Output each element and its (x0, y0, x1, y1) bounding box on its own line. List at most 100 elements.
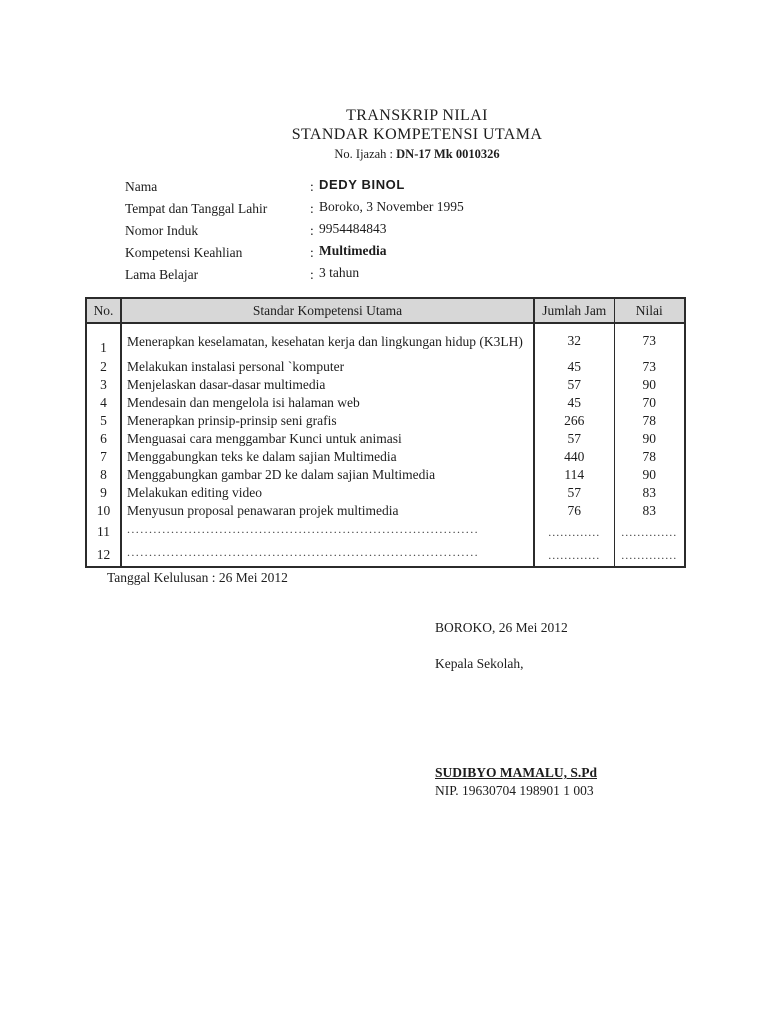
row-number-cell: 2 (86, 358, 122, 376)
field-value: 3 tahun (319, 265, 360, 280)
field-separator: : (310, 201, 314, 216)
row-number-cell: 7 (86, 448, 122, 466)
score-cell: .............. (621, 547, 678, 562)
score-cell: 90 (642, 377, 657, 392)
row-number-cell: 5 (86, 412, 122, 430)
student-info-row: Kompetensi Keahlian : Multimedia (125, 243, 464, 267)
table-row: 7 Menggabungkan teks ke dalam sajian Mul… (86, 448, 685, 466)
row-number-cell: 6 (86, 430, 122, 448)
dotted-line: ........................................… (127, 522, 479, 536)
column-header-nilai: Nilai (614, 298, 685, 324)
table-row: 10 Menyusun proposal penawaran projek mu… (86, 502, 685, 520)
row-number-cell: 1 (86, 323, 122, 358)
field-value: 9954484843 (319, 221, 387, 236)
competency-cell: Melakukan editing video (121, 484, 535, 502)
table-row: 6 Menguasai cara menggambar Kunci untuk … (86, 430, 685, 448)
certificate-number-label: No. Ijazah : (334, 147, 394, 161)
field-value: Boroko, 3 November 1995 (319, 199, 464, 214)
competency-cell: Menguasai cara menggambar Kunci untuk an… (121, 430, 535, 448)
student-info-row: Nomor Induk : 9954484843 (125, 221, 464, 245)
student-info-row: Lama Belajar : 3 tahun (125, 265, 464, 289)
score-cell: 78 (642, 413, 657, 428)
column-header-kompetensi: Standar Kompetensi Utama (121, 298, 535, 324)
row-number-cell: 9 (86, 484, 122, 502)
competency-cell: Menerapkan prinsip-prinsip seni grafis (121, 412, 535, 430)
score-cell: 83 (642, 503, 657, 518)
field-label: Nomor Induk (125, 223, 199, 238)
score-cell: .............. (621, 524, 678, 539)
certificate-number-value: DN-17 Mk 0010326 (396, 147, 500, 161)
student-info-block: Nama : DEDY BINOL Tempat dan Tanggal Lah… (125, 177, 464, 289)
field-label: Lama Belajar (125, 267, 199, 282)
competency-cell: Mendesain dan mengelola isi halaman web (121, 394, 535, 412)
score-table-body: 1 Menerapkan keselamatan, kesehatan kerj… (86, 323, 685, 567)
signature-place-date: BOROKO, 26 Mei 2012 (435, 620, 568, 635)
competency-cell: Melakukan instalasi personal `komputer (121, 358, 535, 376)
hours-cell: 57 (534, 430, 615, 448)
score-cell: 73 (642, 333, 657, 348)
table-row: 9 Melakukan editing video 57 83 (86, 484, 685, 502)
signature-role: Kepala Sekolah, (435, 656, 524, 671)
hours-cell: 32 (534, 323, 615, 358)
row-number-cell: 4 (86, 394, 122, 412)
score-cell: 83 (642, 485, 657, 500)
column-header-no: No. (86, 298, 122, 324)
row-number-cell: 12 (86, 543, 122, 567)
score-cell: 70 (642, 395, 657, 410)
field-separator: : (310, 179, 314, 194)
student-info-row: Nama : DEDY BINOL (125, 177, 464, 201)
header-row: No. Standar Kompetensi Utama Jumlah Jam … (86, 298, 685, 324)
dotted-line: ........................................… (127, 545, 479, 559)
document-subtitle: STANDAR KOMPETENSI UTAMA (291, 126, 543, 143)
table-row: 12 .....................................… (86, 543, 685, 567)
score-table: No. Standar Kompetensi Utama Jumlah Jam … (85, 297, 686, 568)
table-row: 4 Mendesain dan mengelola isi halaman we… (86, 394, 685, 412)
competency-cell: Menjelaskan dasar-dasar multimedia (121, 376, 535, 394)
field-value: Multimedia (319, 243, 387, 258)
graduation-date-line: Tanggal Kelulusan : 26 Mei 2012 (107, 570, 288, 585)
hours-cell: 76 (534, 502, 615, 520)
hours-cell: 266 (534, 412, 615, 430)
field-separator: : (310, 245, 314, 260)
hours-cell: 57 (534, 484, 615, 502)
table-row: 2 Melakukan instalasi personal `komputer… (86, 358, 685, 376)
signature-nip: NIP. 19630704 198901 1 003 (435, 783, 594, 798)
table-row: 3 Menjelaskan dasar-dasar multimedia 57 … (86, 376, 685, 394)
field-label: Tempat dan Tanggal Lahir (125, 201, 268, 216)
field-value: DEDY BINOL (319, 177, 405, 192)
table-row: 11 .....................................… (86, 520, 685, 543)
hours-cell: 45 (534, 394, 615, 412)
score-cell: 90 (642, 431, 657, 446)
competency-cell: ........................................… (121, 543, 535, 567)
field-label: Kompetensi Keahlian (125, 245, 243, 260)
score-cell: 73 (642, 359, 657, 374)
score-cell: 78 (642, 449, 657, 464)
document-title: TRANSKRIP NILAI (346, 107, 488, 124)
hours-cell: 45 (534, 358, 615, 376)
competency-cell: Menerapkan keselamatan, kesehatan kerja … (121, 323, 535, 358)
row-number-cell: 10 (86, 502, 122, 520)
column-header-jumlah-jam: Jumlah Jam (534, 298, 615, 324)
competency-cell: Menggabungkan gambar 2D ke dalam sajian … (121, 466, 535, 484)
hours-cell: 440 (534, 448, 615, 466)
field-label: Nama (125, 179, 158, 194)
score-cell: 90 (642, 467, 657, 482)
row-number-cell: 11 (86, 520, 122, 543)
row-number-cell: 3 (86, 376, 122, 394)
competency-cell: Menyusun proposal penawaran projek multi… (121, 502, 535, 520)
certificate-number-line: No. Ijazah : DN-17 Mk 0010326 (66, 146, 768, 162)
table-row: 8 Menggabungkan gambar 2D ke dalam sajia… (86, 466, 685, 484)
student-info-row: Tempat dan Tanggal Lahir : Boroko, 3 Nov… (125, 199, 464, 223)
competency-cell: Menggabungkan teks ke dalam sajian Multi… (121, 448, 535, 466)
score-table-header: No. Standar Kompetensi Utama Jumlah Jam … (86, 298, 685, 324)
row-number-cell: 8 (86, 466, 122, 484)
hours-cell: 114 (534, 466, 615, 484)
signature-name: SUDIBYO MAMALU, S.Pd (435, 765, 598, 780)
competency-cell: ........................................… (121, 520, 535, 543)
hours-cell: ............. (534, 543, 615, 567)
hours-cell: ............. (534, 520, 615, 543)
hours-cell: 57 (534, 376, 615, 394)
table-row: 1 Menerapkan keselamatan, kesehatan kerj… (86, 323, 685, 358)
table-row: 5 Menerapkan prinsip-prinsip seni grafis… (86, 412, 685, 430)
